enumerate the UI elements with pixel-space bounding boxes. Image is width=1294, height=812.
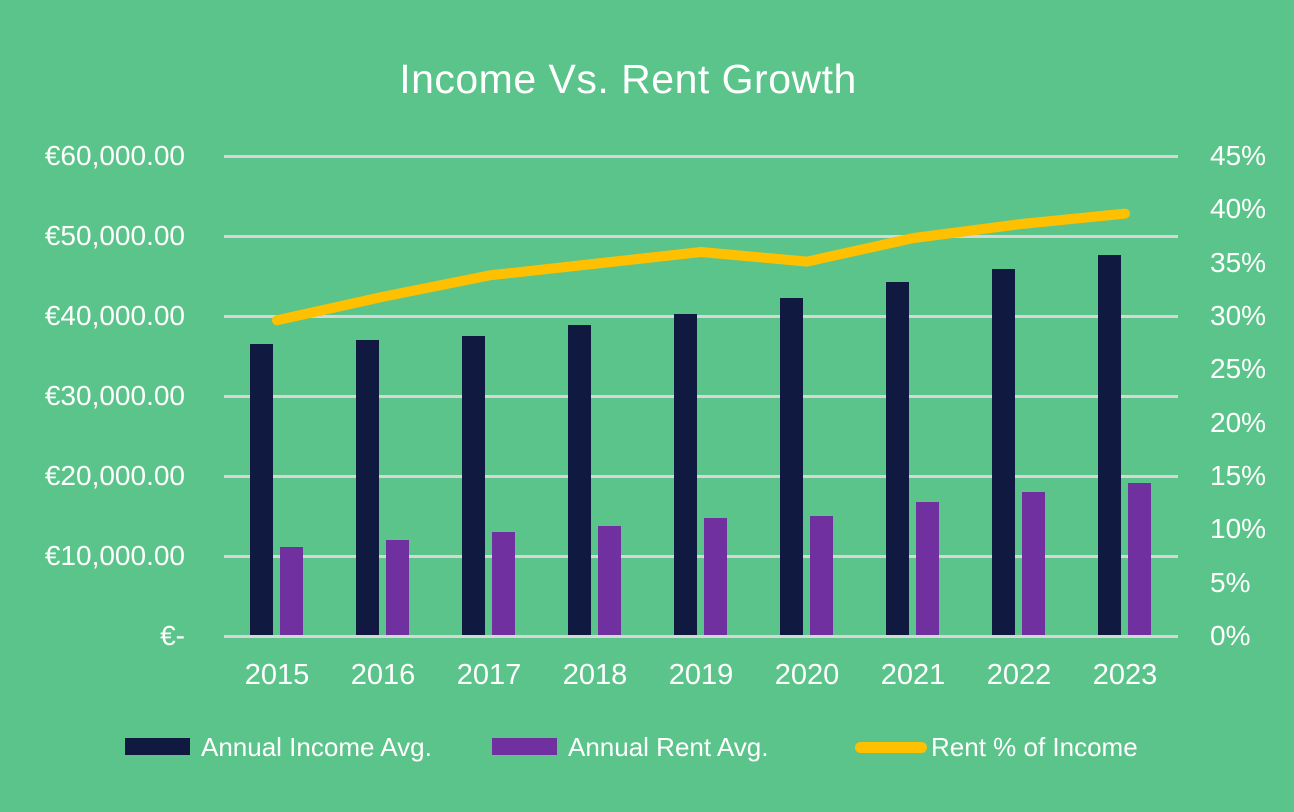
x-axis-line xyxy=(224,634,1178,638)
right-axis-tick: 30% xyxy=(1210,300,1267,331)
income-bar-2022 xyxy=(992,268,1015,637)
chart-title: Income Vs. Rent Growth xyxy=(399,56,857,102)
right-axis-tick: 0% xyxy=(1210,620,1251,651)
income-bar-2021 xyxy=(886,281,909,637)
income-legend-swatch xyxy=(125,738,190,755)
gridline xyxy=(224,474,1178,478)
income-bar-2020 xyxy=(780,297,803,637)
right-axis-tick: 10% xyxy=(1210,513,1267,545)
right-axis-tick: 5% xyxy=(1210,566,1251,598)
x-axis-label-2019: 2019 xyxy=(668,659,734,691)
income-legend-label: Annual Income Avg. xyxy=(201,732,432,762)
rent-bar-2019 xyxy=(704,518,727,637)
income-bar-2016 xyxy=(356,340,379,637)
x-axis-label-2015: 2015 xyxy=(244,659,310,691)
right-axis-tick: 25% xyxy=(1210,353,1267,385)
x-axis-label-2018: 2018 xyxy=(562,659,628,691)
right-axis-tick: 15% xyxy=(1210,460,1267,491)
x-axis-label-2017: 2017 xyxy=(456,659,522,691)
rent-bar-2023 xyxy=(1128,483,1151,637)
left-axis-tick: €40,000.00 xyxy=(44,300,185,331)
x-axis-label-2023: 2023 xyxy=(1092,659,1158,691)
income-bar-2015 xyxy=(250,344,273,637)
x-axis-label-2022: 2022 xyxy=(986,659,1052,691)
rent-percent-legend-swatch xyxy=(855,742,927,753)
rent-bar-2020 xyxy=(810,516,833,637)
gridline xyxy=(224,154,1178,158)
right-axis-tick: 40% xyxy=(1210,193,1267,225)
rent-bar-2017 xyxy=(492,532,515,637)
gridline xyxy=(224,394,1178,398)
income-bar-2017 xyxy=(462,336,485,637)
x-axis-label-2021: 2021 xyxy=(880,659,946,691)
rent-legend-swatch xyxy=(492,738,557,755)
rent-legend-label: Annual Rent Avg. xyxy=(568,732,769,762)
rent-percent-legend-label: Rent % of Income xyxy=(931,732,1138,762)
left-axis-tick: €- xyxy=(160,620,185,651)
rent-bar-2021 xyxy=(916,502,939,637)
income-bar-2023 xyxy=(1098,255,1121,637)
gridline xyxy=(224,554,1178,558)
income-bar-2019 xyxy=(674,313,697,637)
rent-bar-2018 xyxy=(598,525,621,637)
x-axis-label-2016: 2016 xyxy=(350,659,416,691)
right-axis-tick: 35% xyxy=(1210,246,1267,278)
left-axis-tick: €30,000.00 xyxy=(44,380,185,411)
left-axis-tick: €10,000.00 xyxy=(44,540,185,571)
x-axis-label-2020: 2020 xyxy=(774,659,840,691)
rent-bar-2016 xyxy=(386,540,409,637)
left-axis-tick: €50,000.00 xyxy=(44,220,185,251)
right-axis-tick: 20% xyxy=(1210,406,1267,438)
rent-bar-2022 xyxy=(1022,492,1045,637)
left-axis-tick: €20,000.00 xyxy=(44,460,185,491)
right-axis-tick: 45% xyxy=(1210,140,1267,171)
income-bar-2018 xyxy=(568,324,591,637)
left-axis-tick: €60,000.00 xyxy=(44,140,185,171)
rent-bar-2015 xyxy=(280,547,303,637)
